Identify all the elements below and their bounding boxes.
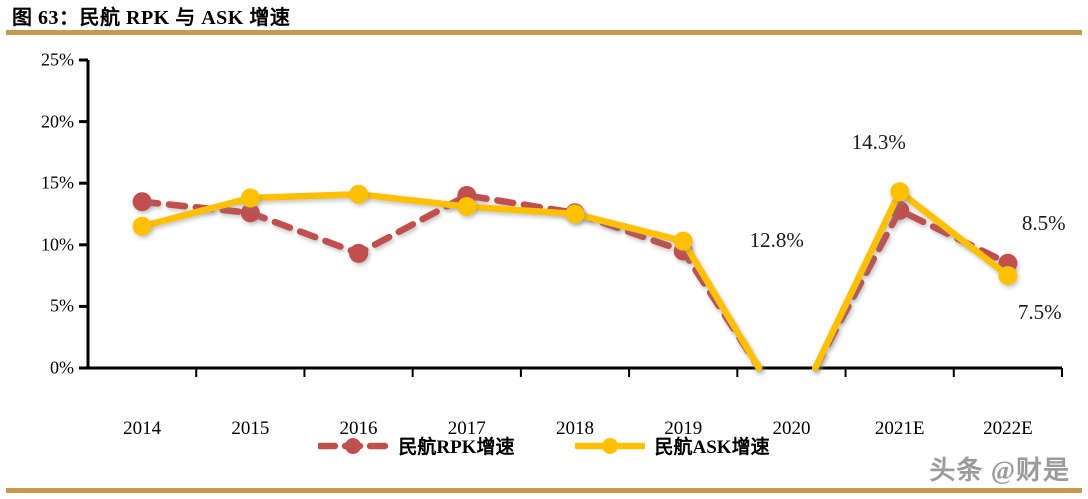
- y-axis-tick-label: 5%: [50, 295, 74, 316]
- x-axis-tick-label: 2020: [772, 418, 811, 439]
- x-axis-tick-label: 2019: [664, 418, 703, 439]
- legend-item-ask[interactable]: 民航ASK增速: [573, 432, 770, 459]
- data-label-8-5pct: 8.5%: [1021, 211, 1066, 236]
- footer-divider-bottom: [6, 488, 1082, 493]
- y-axis-tick-label: 10%: [41, 234, 74, 255]
- line-chart-svg: [79, 58, 1063, 377]
- x-axis-tick-label: 2018: [556, 418, 594, 439]
- legend-swatch-ask: [573, 437, 646, 455]
- legend-label: 民航RPK增速: [398, 437, 515, 458]
- chart-axes: [79, 58, 1063, 377]
- chart-plot-area: 0% 5% 10% 15% 20% 25% 2014 2015 2016 2017 2018 201…: [0, 40, 1088, 440]
- y-axis-tick-label: 20%: [41, 111, 74, 132]
- x-axis-tick-label: 2014: [123, 418, 162, 439]
- y-axis-tick-label: 25%: [41, 49, 74, 70]
- y-axis-tick-label: 0%: [50, 357, 74, 378]
- title-divider-top: [6, 30, 1082, 35]
- y-axis-tick-label: 15%: [41, 172, 74, 193]
- legend-item-rpk[interactable]: 民航RPK增速: [317, 432, 515, 459]
- figure-title: 图 63：民航 RPK 与 ASK 增速: [12, 7, 291, 29]
- data-label-7-5pct: 7.5%: [1017, 299, 1062, 324]
- x-axis-tick-label: 2017: [447, 418, 486, 439]
- legend-swatch-rpk: [317, 437, 390, 455]
- legend-label: 民航ASK增速: [654, 437, 770, 458]
- x-axis-tick-label: 2016: [339, 418, 378, 439]
- x-axis-tick-label: 2021E: [874, 418, 925, 439]
- chart-legend: 民航RPK增速 民航ASK增速: [0, 432, 1088, 459]
- x-axis-tick-label: 2015: [231, 418, 270, 439]
- watermark: 头条 @财是: [929, 456, 1070, 485]
- data-label-14-3pct: 14.3%: [851, 129, 906, 154]
- data-label-12-8pct: 12.8%: [749, 228, 804, 253]
- series-ask: [132, 182, 1018, 372]
- x-axis-tick-label: 2022E: [983, 418, 1033, 439]
